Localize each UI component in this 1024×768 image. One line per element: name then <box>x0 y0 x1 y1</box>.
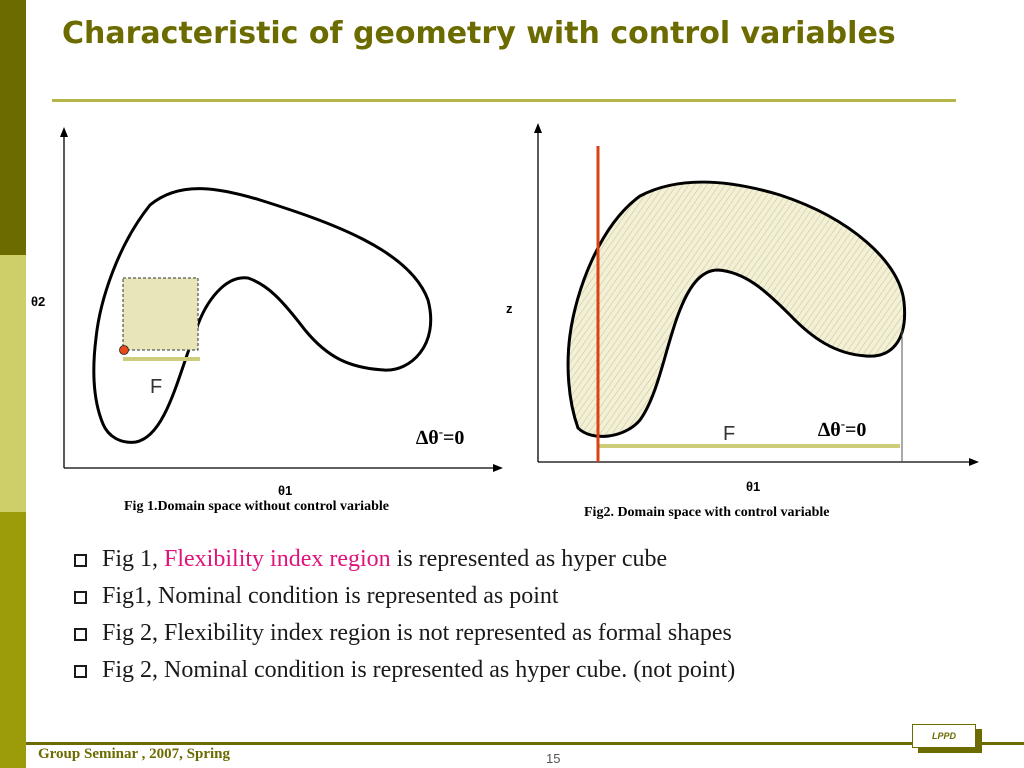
fig1-y-axis-label: θ2 <box>31 294 45 309</box>
page-number: 15 <box>546 751 561 766</box>
fig2-x-axis-label: θ1 <box>746 479 760 494</box>
slide-title: Characteristic of geometry with control … <box>62 16 896 51</box>
bullet-list: Fig 1, Flexibility index region is repre… <box>72 541 735 689</box>
fig2-delta-sup: - <box>841 416 845 431</box>
fig1: F θ2 θ1 ∆θ-=0 <box>31 127 503 498</box>
fig1-flexibility-hypercube <box>122 277 199 351</box>
fig1-x-axis-arrow <box>493 464 503 472</box>
sidebar-band-middle <box>0 255 26 512</box>
sidebar-band-top <box>0 0 26 255</box>
fig1-delta-symbol: ∆θ <box>416 427 439 449</box>
square-bullet-icon <box>74 665 87 678</box>
fig2-delta-label: ∆θ-=0 <box>818 416 866 441</box>
fig2-y-axis-label: z <box>506 301 513 316</box>
fig2-delta-eq: =0 <box>845 419 866 441</box>
fig2-delta-symbol: ∆θ <box>818 419 841 441</box>
bullet-item: Fig 2, Flexibility index region is not r… <box>72 615 735 652</box>
bullet-item: Fig 1, Flexibility index region is repre… <box>72 541 735 578</box>
fig1-x-axis-label: θ1 <box>278 483 292 498</box>
fig1-region-label: F <box>150 376 162 398</box>
bullet-text: Fig 2, Flexibility index region is not r… <box>102 620 732 646</box>
fig2: F z θ1 ∆θ-=0 <box>506 123 979 494</box>
bullet-highlight: Flexibility index region <box>164 546 391 572</box>
lppd-logo: LPPD <box>912 724 976 748</box>
square-bullet-icon <box>74 591 87 604</box>
fig1-caption: Fig 1.Domain space without control varia… <box>124 499 389 514</box>
bullet-text-tail: is represented as hyper cube <box>390 546 668 572</box>
bullet-text: Fig1, Nominal condition is represented a… <box>102 583 559 609</box>
fig1-y-axis-arrow <box>60 127 68 137</box>
fig2-feasible-region <box>566 180 907 438</box>
square-bullet-icon <box>74 628 87 641</box>
fig2-y-axis-arrow <box>534 123 542 133</box>
fig2-caption: Fig2. Domain space with control variable <box>584 505 830 520</box>
domain-diagrams: F θ2 θ1 ∆θ-=0 F z θ1 ∆θ-=0 <box>31 123 979 498</box>
fig2-region-label: F <box>723 423 735 445</box>
footer-rule <box>26 742 1024 745</box>
fig1-nominal-point <box>119 345 129 355</box>
square-bullet-icon <box>74 554 87 567</box>
fig1-delta-sup: - <box>439 424 443 439</box>
bullet-text: Fig 1, <box>102 546 165 572</box>
title-underline <box>52 99 956 102</box>
fig1-delta-eq: =0 <box>443 427 464 449</box>
fig1-delta-label: ∆θ-=0 <box>416 424 464 449</box>
sidebar-band-bottom <box>0 512 26 768</box>
bullet-item: Fig1, Nominal condition is represented a… <box>72 578 735 615</box>
footer-text: Group Seminar , 2007, Spring <box>38 746 230 762</box>
bullet-text: Fig 2, Nominal condition is represented … <box>102 657 736 683</box>
bullet-item: Fig 2, Nominal condition is represented … <box>72 652 735 689</box>
fig2-x-axis-arrow <box>969 458 979 466</box>
